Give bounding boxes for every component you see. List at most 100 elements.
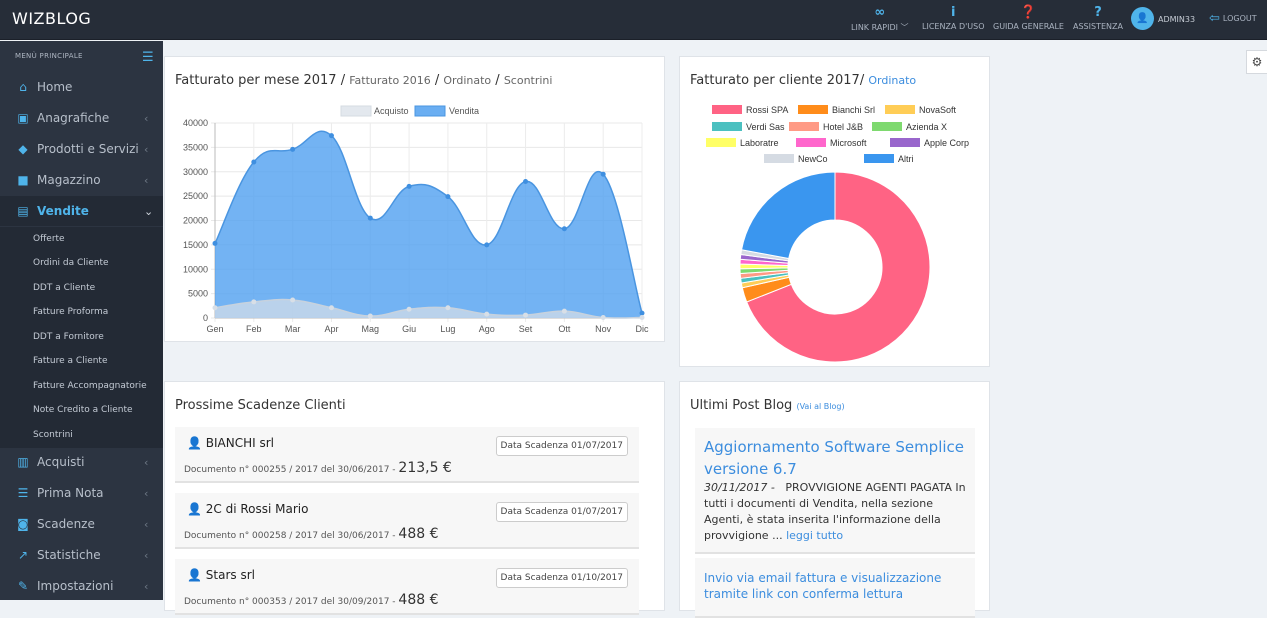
blog-post: Aggiornamento Software Semplice versione… [695,428,975,554]
link-scontrini[interactable]: Scontrini [503,74,553,87]
due-item[interactable]: 👤 2C di Rossi Mario Documento n° 000258 … [175,493,639,549]
submenu-scontrini[interactable]: Scontrini [33,430,73,440]
data-point-acquisto [561,308,567,314]
read-more-link[interactable]: leggi tutto [786,529,844,542]
blog-title: Ultimi Post Blog (Vai al Blog) [690,398,845,413]
client-donut-chart: Rossi SPA Bianchi Srl NovaSoft Verdi Sas Hot… [706,105,969,363]
nav-assistenza[interactable]: ? ASSISTENZA [1073,5,1123,32]
y-tick-label: 30000 [183,167,208,177]
client-card-title: Fatturato per cliente 2017/ Ordinato [690,73,917,88]
x-tick-label: Dic [636,324,649,334]
post-title-link[interactable]: Aggiornamento Software Semplice versione… [704,438,965,478]
avatar[interactable]: 👤 [1131,7,1154,30]
legend-label-acquisto: Acquisto [374,106,409,116]
legend-swatch-vendita [414,105,446,117]
legend-swatch [764,154,794,163]
legend-swatch [872,122,902,131]
chevron-left-icon: ‹ [144,548,149,562]
x-tick-label: Mag [362,324,380,334]
data-point-acquisto [600,315,606,321]
settings-gear-button[interactable]: ⚙ [1246,50,1267,74]
chevron-left-icon: ‹ [144,111,149,125]
sidebar-item-acquisti[interactable]: ▥ Acquisti ‹ [0,447,163,477]
chevron-down-icon: ⌄ [144,204,154,218]
blog-post: Invio via email fattura e visualizzazion… [695,558,975,618]
due-item[interactable]: 👤 Stars srl Documento n° 000353 / 2017 d… [175,559,639,615]
submenu-fatture-cliente[interactable]: Fatture a Cliente [33,356,108,366]
brand-logo[interactable]: WIZBLOG [12,9,92,28]
gear-icon: ⚙ [1251,55,1263,69]
y-tick-label: 5000 [188,289,208,299]
data-point-vendita [290,146,296,152]
user-name[interactable]: ADMIN33 [1158,15,1196,24]
data-point-vendita [484,242,490,248]
sidebar-item-scadenze[interactable]: ◙ Scadenze ‹ [0,509,163,539]
area-vendita [215,131,642,318]
y-tick-label: 40000 [183,118,208,128]
chevron-left-icon: ‹ [144,517,149,531]
monthly-revenue-card: Fatturato per mese 2017 / Fatturato 2016… [164,56,665,342]
data-point-acquisto [212,305,218,311]
blog-link[interactable]: (Vai al Blog) [796,402,845,411]
submenu-ddt-fornitore[interactable]: DDT a Fornitore [33,332,104,342]
submenu-offerte[interactable]: Offerte [33,234,65,244]
due-item[interactable]: 👤 BIANCHI srl Documento n° 000255 / 2017… [175,427,639,483]
link-fatturato-2016[interactable]: Fatturato 2016 [349,74,431,87]
money-icon: ◙ [17,517,29,531]
y-tick-label: 25000 [183,191,208,201]
link-ordinato[interactable]: Ordinato [443,74,492,87]
data-point-acquisto [367,313,373,319]
sidebar-item-impostazioni[interactable]: ✎ Impostazioni ‹ [0,571,163,601]
data-point-vendita [251,159,257,165]
x-tick-label: Ago [479,324,495,334]
sidebar-item-home[interactable]: ⌂ Home [0,72,163,102]
data-point-acquisto [523,312,529,318]
nav-guida[interactable]: ❓ GUIDA GENERALE [993,5,1064,32]
nav-licenza[interactable]: i LICENZA D'USO [922,5,985,32]
submenu-ddt-cliente[interactable]: DDT a Cliente [33,283,96,293]
legend-label: Laboratre [740,138,779,148]
user-icon: 👤 [187,502,202,516]
post-title-link[interactable]: Invio via email fattura e visualizzazion… [704,571,942,601]
submenu-fatture-proforma[interactable]: Fatture Proforma [33,307,109,317]
sidebar-item-vendite[interactable]: ▤ Vendite ⌄ [0,196,163,226]
chevron-left-icon: ‹ [144,173,149,187]
legend-label: NewCo [798,154,828,164]
legend-label: Apple Corp [924,138,969,148]
data-point-vendita [328,133,334,139]
area-acquisto [215,299,642,319]
chevron-left-icon: ‹ [144,486,149,500]
wrench-icon: ✎ [17,579,29,593]
sidebar-item-prodotti[interactable]: ◆ Prodotti e Servizi ‹ [0,134,163,164]
legend-label: Azienda X [906,122,947,132]
scadenze-title: Prossime Scadenze Clienti [175,398,346,413]
submenu-note-credito[interactable]: Note Credito a Cliente [33,405,133,415]
donut-slice [740,171,836,260]
sidebar-item-anagrafiche[interactable]: ▣ Anagrafiche ‹ [0,103,163,133]
x-tick-label: Feb [246,324,262,334]
sidebar-item-prima-nota[interactable]: ☰ Prima Nota ‹ [0,478,163,508]
sidebar-item-statistiche[interactable]: ↗ Statistiche ‹ [0,540,163,570]
barcode-icon: ▥ [17,455,29,469]
due-date-badge: Data Scadenza 01/07/2017 [495,502,628,522]
sidebar-item-magazzino[interactable]: ■ Magazzino ‹ [0,165,163,195]
data-point-acquisto [639,315,645,321]
scadenze-card: Prossime Scadenze Clienti 👤 BIANCHI srl … [164,381,665,615]
x-tick-label: Giu [402,324,416,334]
sidebar-header: MENÙ PRINCIPALE [15,52,83,60]
legend-label: Hotel J&B [823,122,863,132]
x-tick-label: Nov [595,324,612,334]
id-card-icon: ▣ [17,111,29,125]
nav-link-rapidi[interactable]: ∞ LINK RAPIDI ﹀ [851,5,909,33]
menu-toggle-icon[interactable]: ☰ [142,50,154,65]
help-circle-icon: ❓ [1020,5,1037,20]
logout-button[interactable]: ⇦ LOGOUT [1209,11,1257,26]
link-ordinato-client[interactable]: Ordinato [868,74,917,87]
legend-label: Bianchi Srl [832,105,875,115]
legend-swatch [798,105,828,114]
submenu-fatture-accompagnatorie[interactable]: Fatture Accompagnatorie [33,381,147,391]
sidebar: MENÙ PRINCIPALE ☰ ⌂ Home ▣ Anagrafiche ‹ ◆ P… [0,41,163,600]
legend-label: Altri [898,154,914,164]
submenu-ordini[interactable]: Ordini da Cliente [33,258,109,268]
legend-swatch [890,138,920,147]
